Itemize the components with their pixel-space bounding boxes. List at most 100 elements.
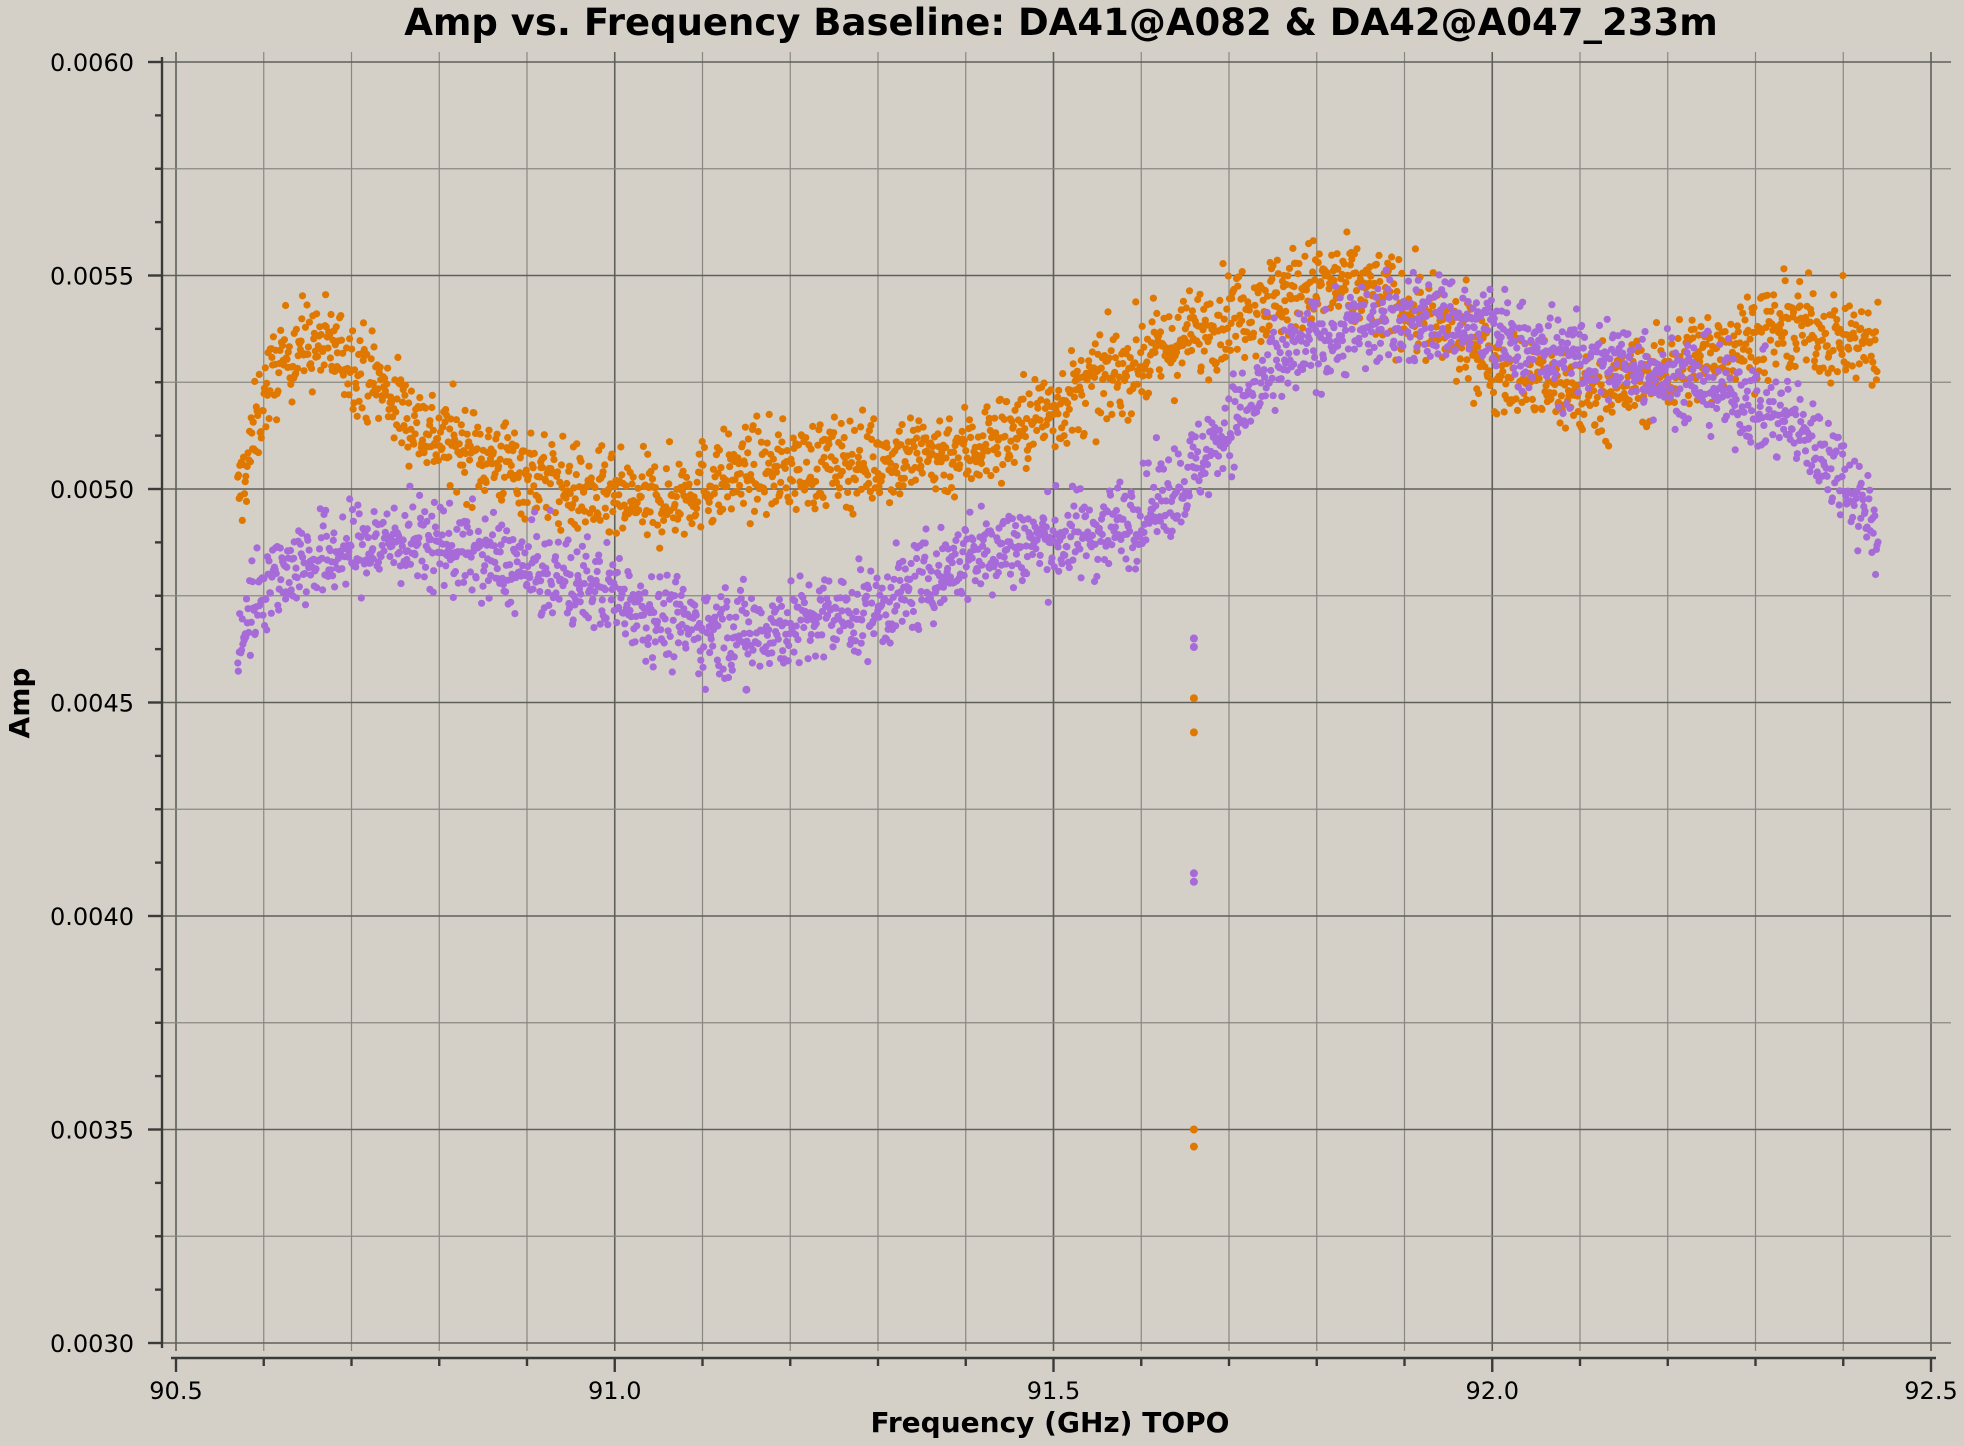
data-point — [1573, 346, 1582, 354]
data-point — [1567, 369, 1575, 377]
data-point — [906, 575, 914, 584]
data-point — [1848, 362, 1856, 370]
data-point — [507, 598, 515, 606]
data-point — [671, 526, 679, 534]
data-point — [1064, 511, 1072, 519]
data-point — [1470, 399, 1478, 407]
data-point — [504, 434, 512, 442]
data-point — [1251, 301, 1259, 309]
data-point — [1433, 290, 1441, 298]
data-point — [342, 580, 350, 588]
data-point — [1376, 277, 1384, 286]
data-point — [1404, 277, 1413, 285]
data-point — [1238, 317, 1246, 325]
data-point — [593, 567, 601, 576]
data-point — [491, 470, 499, 478]
data-point — [817, 596, 825, 604]
data-point — [570, 484, 578, 492]
data-point — [993, 443, 1001, 451]
data-point — [481, 562, 489, 570]
x-axis-label: Frequency (GHz) TOPO — [871, 1406, 1230, 1439]
data-point — [1777, 320, 1785, 328]
data-point — [1363, 290, 1371, 298]
data-point — [1528, 395, 1536, 403]
data-point — [803, 458, 811, 466]
data-point — [1617, 340, 1626, 348]
data-point — [779, 647, 787, 655]
data-point — [1153, 528, 1161, 536]
data-point — [359, 319, 368, 327]
data-point — [917, 462, 925, 470]
data-point — [665, 650, 673, 658]
data-point — [868, 435, 876, 444]
data-point — [883, 573, 892, 581]
data-point — [1819, 364, 1827, 372]
data-point — [1162, 497, 1170, 505]
data-point — [1461, 286, 1469, 294]
data-point — [1801, 447, 1810, 455]
data-point — [617, 443, 625, 451]
data-point — [1333, 250, 1341, 258]
data-point — [466, 568, 474, 576]
data-point — [734, 454, 742, 462]
data-point — [1346, 261, 1354, 269]
data-point — [1666, 393, 1674, 401]
data-point — [1048, 554, 1056, 562]
data-point — [1477, 312, 1485, 320]
data-point — [737, 490, 745, 498]
data-point — [434, 456, 442, 465]
data-point — [994, 450, 1002, 458]
data-point — [1512, 395, 1520, 403]
data-point — [1372, 293, 1380, 301]
data-point — [940, 471, 948, 479]
data-point — [932, 550, 941, 558]
data-point — [1652, 319, 1661, 327]
data-point — [1513, 406, 1522, 414]
data-point — [1247, 318, 1255, 326]
data-point — [692, 511, 700, 519]
data-point — [1034, 404, 1042, 412]
data-point — [319, 586, 327, 594]
data-point — [889, 593, 897, 601]
data-point — [1013, 531, 1021, 539]
data-point — [591, 483, 599, 492]
data-point — [962, 563, 970, 571]
data-point — [822, 502, 830, 510]
data-point — [1781, 417, 1789, 426]
data-point — [918, 469, 926, 477]
data-point — [603, 538, 611, 547]
data-point — [1739, 309, 1747, 317]
data-point — [296, 540, 304, 548]
data-point — [1055, 386, 1063, 394]
outlier-point — [1189, 634, 1198, 643]
data-point — [1261, 373, 1269, 381]
data-point — [411, 430, 419, 438]
data-point — [1781, 277, 1789, 285]
data-point — [1793, 450, 1801, 458]
data-point — [1806, 318, 1814, 326]
data-point — [838, 607, 846, 615]
data-point — [234, 471, 243, 479]
data-point — [1557, 349, 1565, 357]
data-point — [275, 606, 283, 614]
data-point — [454, 579, 462, 587]
data-point — [416, 394, 424, 402]
data-point — [404, 443, 412, 451]
data-point — [420, 573, 428, 581]
data-point — [795, 659, 803, 667]
data-point — [1504, 299, 1512, 307]
data-point — [867, 421, 875, 429]
data-point — [677, 591, 685, 600]
data-point — [1341, 286, 1349, 294]
data-point — [1597, 381, 1605, 389]
data-point — [1167, 532, 1175, 541]
data-point — [1188, 346, 1196, 355]
data-point — [1088, 348, 1096, 356]
data-point — [1696, 352, 1704, 360]
data-point — [726, 613, 734, 621]
data-point — [267, 609, 275, 617]
data-point — [1770, 291, 1778, 299]
data-point — [769, 639, 777, 647]
data-point — [1043, 566, 1051, 574]
data-point — [1076, 545, 1084, 553]
